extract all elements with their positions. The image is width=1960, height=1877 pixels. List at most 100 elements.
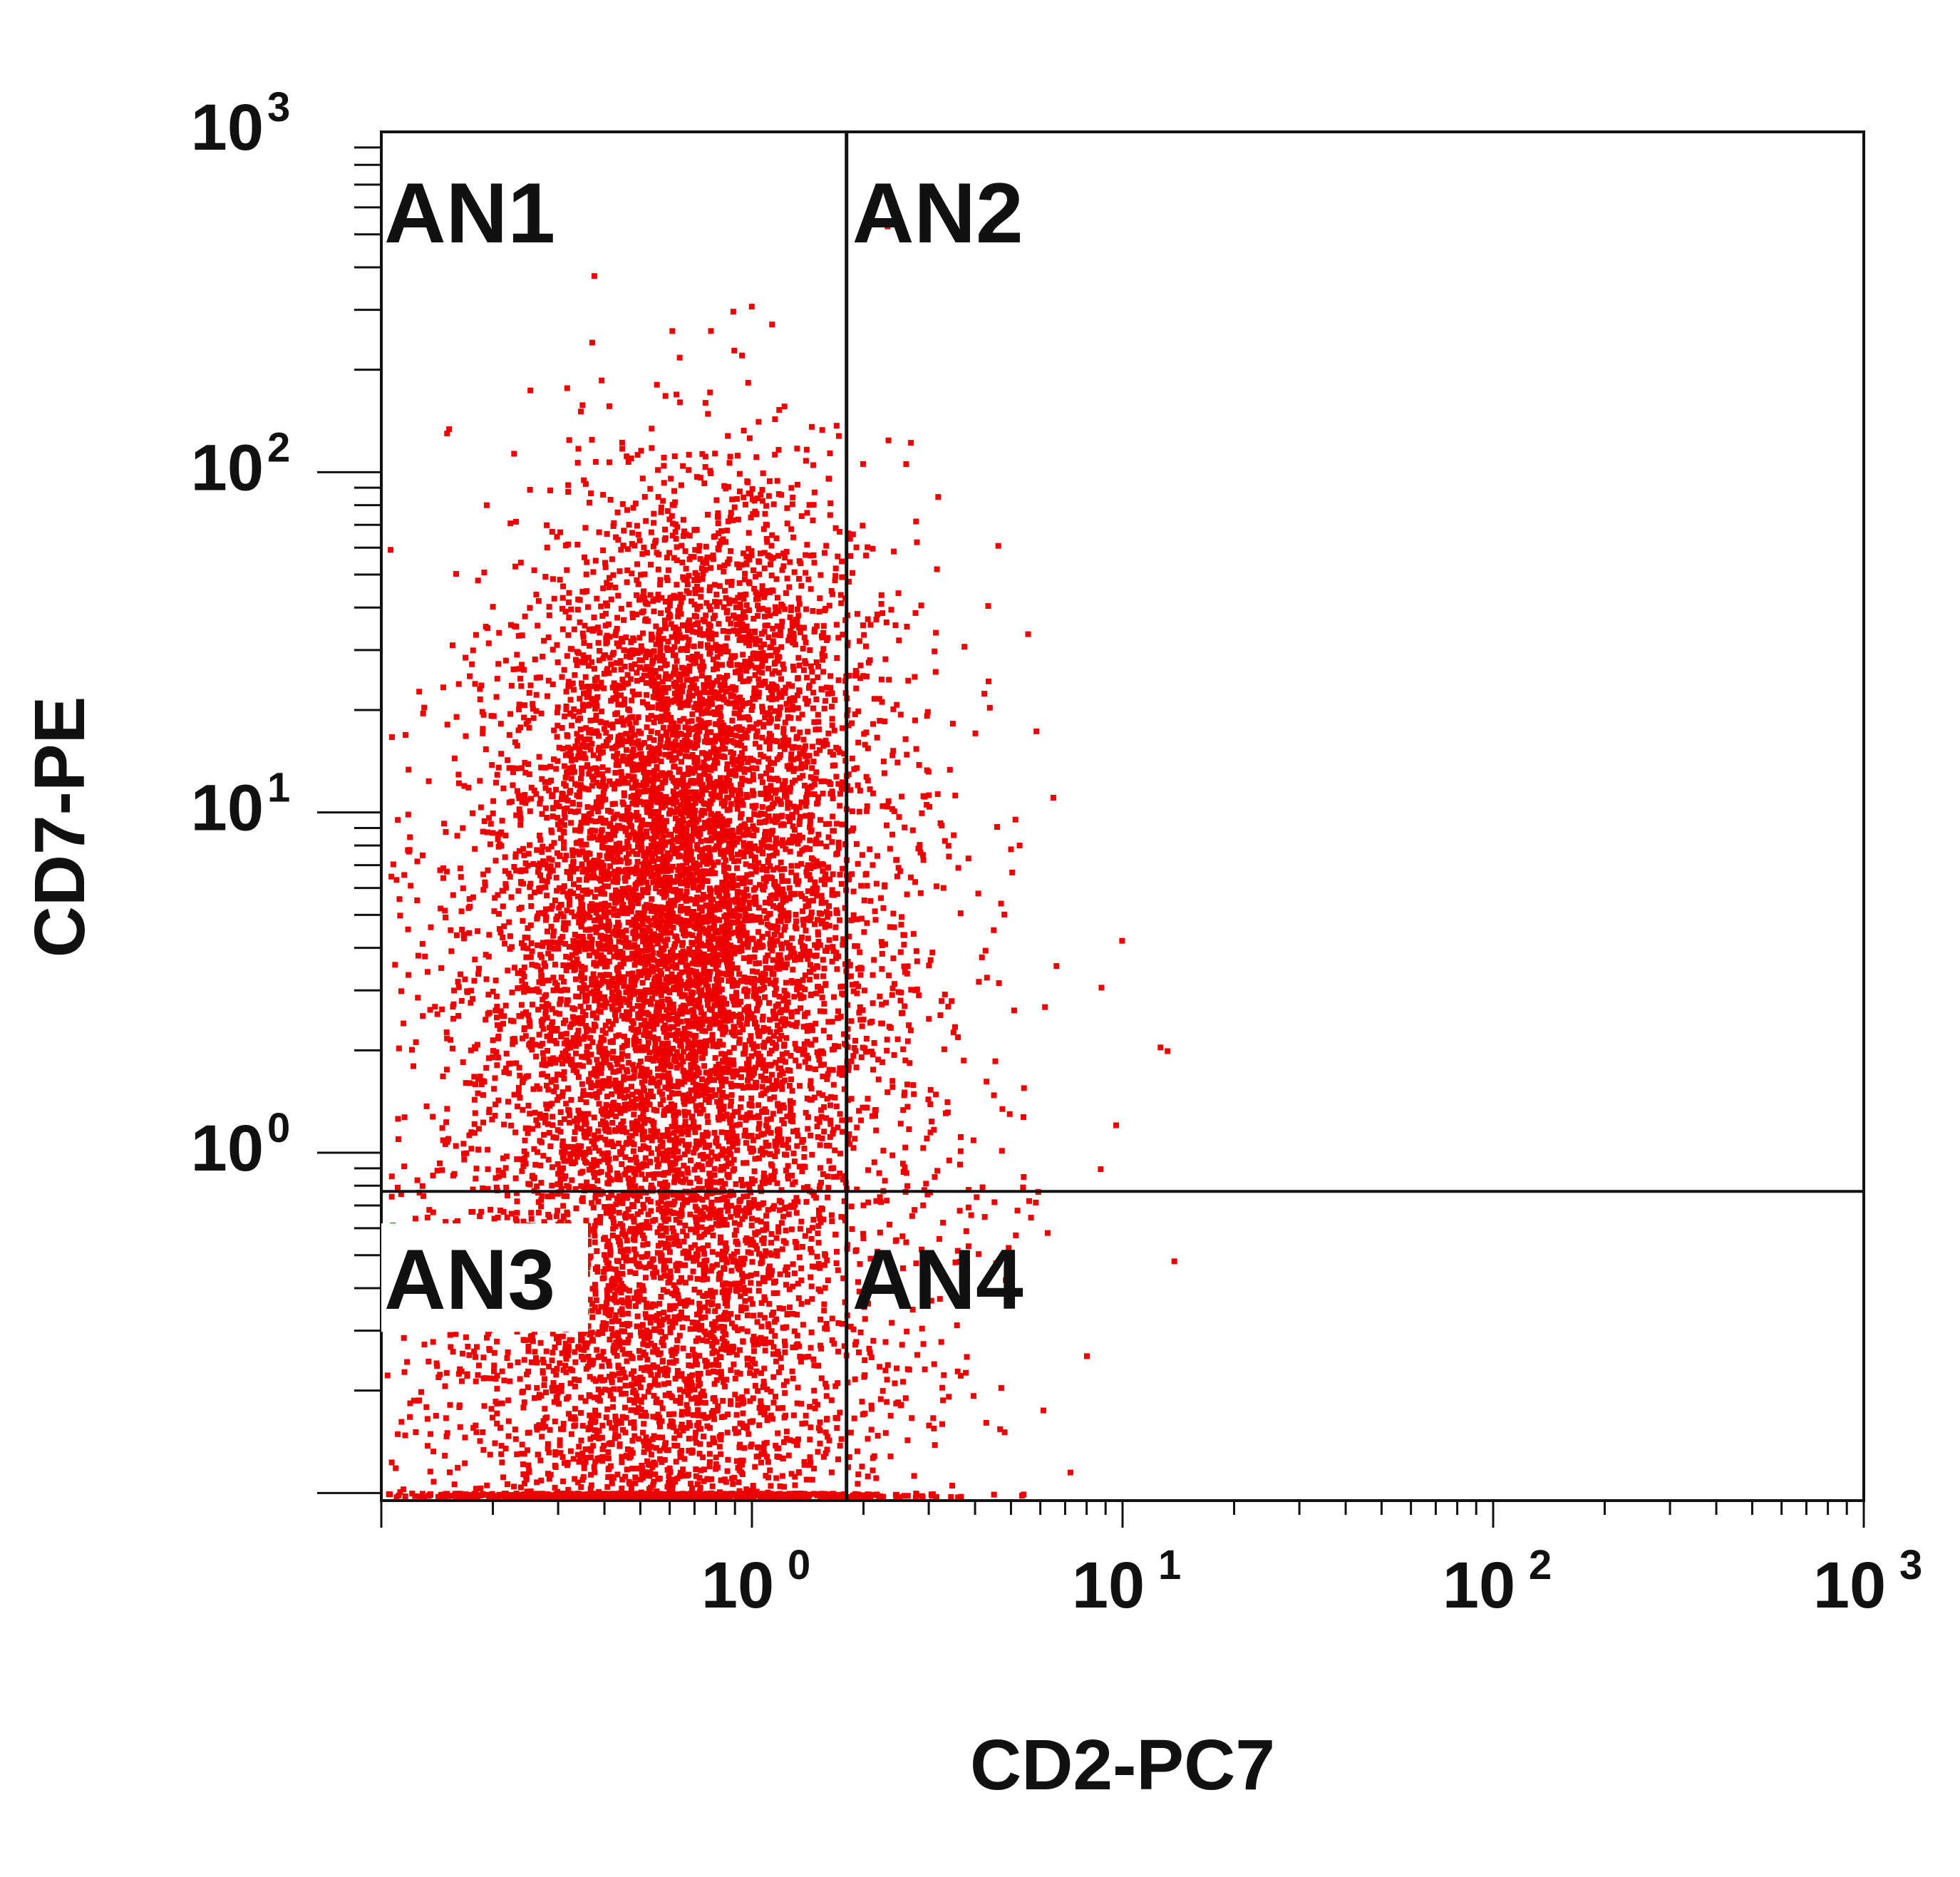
data-point xyxy=(404,1359,411,1365)
data-point xyxy=(760,1379,767,1385)
data-point xyxy=(753,960,759,967)
data-point xyxy=(810,890,816,896)
data-point xyxy=(609,989,615,995)
data-point xyxy=(645,1117,651,1123)
data-point xyxy=(602,1046,608,1052)
data-point xyxy=(555,722,561,729)
data-point xyxy=(555,1339,562,1345)
data-point xyxy=(571,1136,577,1142)
data-point xyxy=(582,1459,589,1465)
data-point xyxy=(744,1312,751,1319)
data-point xyxy=(837,1171,843,1177)
data-point xyxy=(592,1378,599,1384)
data-point xyxy=(540,858,547,864)
data-point xyxy=(674,1367,681,1374)
data-point xyxy=(726,1193,733,1199)
data-point xyxy=(470,996,476,1002)
data-point xyxy=(569,1367,576,1374)
data-point xyxy=(608,1307,614,1313)
data-point xyxy=(619,1270,626,1277)
data-point xyxy=(813,726,819,733)
data-point xyxy=(614,1258,620,1264)
data-point xyxy=(674,1195,681,1201)
data-point xyxy=(809,1476,815,1483)
data-point xyxy=(641,999,647,1005)
data-point xyxy=(536,754,542,760)
data-point xyxy=(558,1388,564,1394)
data-point xyxy=(992,1058,999,1064)
data-point xyxy=(743,1305,749,1311)
data-point xyxy=(958,1372,964,1379)
data-point xyxy=(902,1395,909,1402)
data-point xyxy=(562,1056,568,1062)
data-point xyxy=(725,1293,731,1300)
data-point xyxy=(557,1450,564,1456)
data-point xyxy=(655,1372,661,1378)
data-point xyxy=(648,870,654,875)
data-point xyxy=(612,1349,618,1356)
data-point xyxy=(706,1459,713,1465)
data-point xyxy=(679,1371,685,1377)
data-point xyxy=(693,1103,699,1109)
data-point xyxy=(537,1339,544,1346)
data-point xyxy=(592,1239,598,1245)
data-point xyxy=(731,950,738,957)
data-point xyxy=(850,888,857,895)
data-point xyxy=(641,1297,647,1303)
data-point xyxy=(607,1265,614,1272)
data-point xyxy=(498,1443,505,1449)
data-point xyxy=(685,1407,691,1412)
data-point xyxy=(688,1245,694,1250)
data-point xyxy=(738,1074,744,1080)
data-point xyxy=(731,920,738,926)
data-point xyxy=(736,912,743,919)
data-point xyxy=(552,1419,558,1424)
data-point xyxy=(579,1009,586,1015)
data-point xyxy=(443,1369,450,1376)
data-point xyxy=(726,977,732,984)
data-point xyxy=(700,1245,706,1251)
data-point xyxy=(483,1017,489,1023)
data-point xyxy=(709,1037,716,1044)
data-point xyxy=(832,935,839,941)
data-point xyxy=(661,454,667,461)
data-point xyxy=(648,1444,654,1450)
data-point xyxy=(480,1446,487,1453)
data-point xyxy=(725,1456,731,1463)
data-point xyxy=(701,1466,707,1473)
data-point xyxy=(661,1456,668,1463)
data-point xyxy=(762,994,768,1000)
data-point xyxy=(790,1261,796,1267)
data-point xyxy=(641,1367,647,1373)
data-point xyxy=(792,1202,798,1208)
data-point xyxy=(760,1340,766,1346)
data-point xyxy=(765,1178,772,1183)
data-point xyxy=(734,1263,741,1269)
data-point xyxy=(791,1328,798,1335)
data-point xyxy=(1003,1277,1009,1283)
data-point xyxy=(550,1368,557,1374)
data-point xyxy=(823,1416,830,1423)
data-point xyxy=(659,1208,665,1215)
data-point xyxy=(696,547,702,554)
data-point xyxy=(574,662,580,668)
data-point xyxy=(723,1377,730,1383)
data-point xyxy=(721,1324,728,1330)
data-point xyxy=(648,1340,654,1347)
data-point xyxy=(855,1481,861,1487)
data-point xyxy=(447,1332,453,1338)
data-point xyxy=(686,1031,693,1037)
data-point xyxy=(650,1414,656,1420)
data-point xyxy=(681,1298,687,1305)
data-point xyxy=(697,1441,703,1447)
data-point xyxy=(730,1481,736,1487)
data-point xyxy=(572,672,578,678)
data-point xyxy=(598,603,604,610)
data-point xyxy=(758,1184,764,1191)
data-point xyxy=(656,1300,662,1307)
data-point xyxy=(649,1436,656,1442)
data-point xyxy=(599,1330,606,1336)
data-point xyxy=(674,1428,680,1434)
data-point xyxy=(542,1492,548,1498)
data-point xyxy=(822,981,829,987)
